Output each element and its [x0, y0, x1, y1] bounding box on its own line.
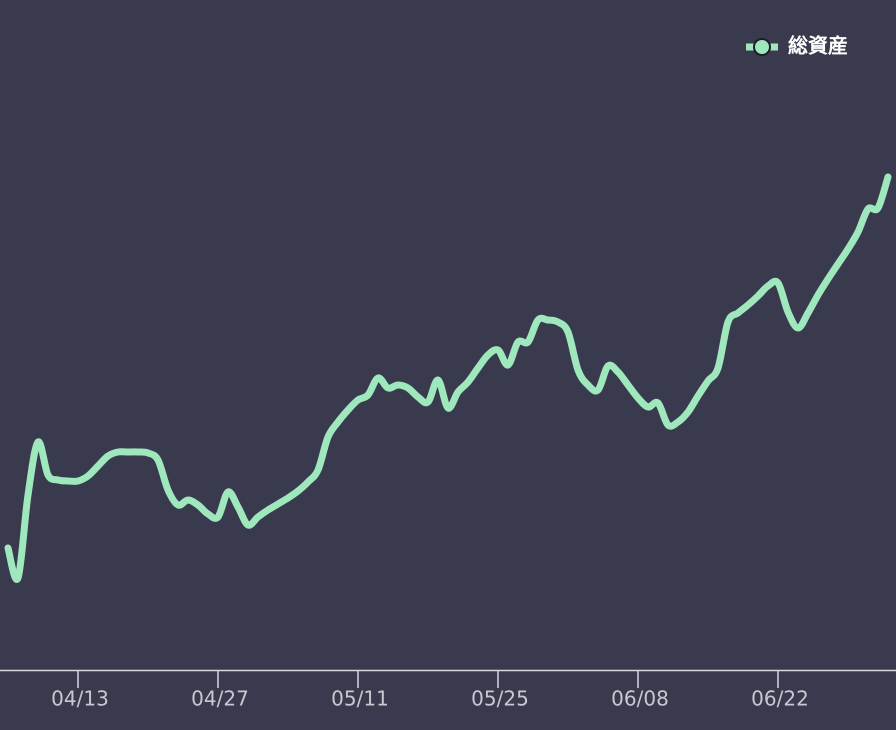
- x-tick-label: 06/22: [751, 687, 809, 711]
- x-tick-label: 06/08: [611, 687, 669, 711]
- x-tick-label: 04/27: [191, 687, 249, 711]
- line: [4, 173, 892, 583]
- legend-marker: [753, 38, 771, 56]
- x-tick-label: 05/11: [331, 687, 389, 711]
- legend-label: 総資産: [788, 34, 848, 58]
- x-tick-label: 04/13: [51, 687, 109, 711]
- x-tick-label: 05/25: [471, 687, 529, 711]
